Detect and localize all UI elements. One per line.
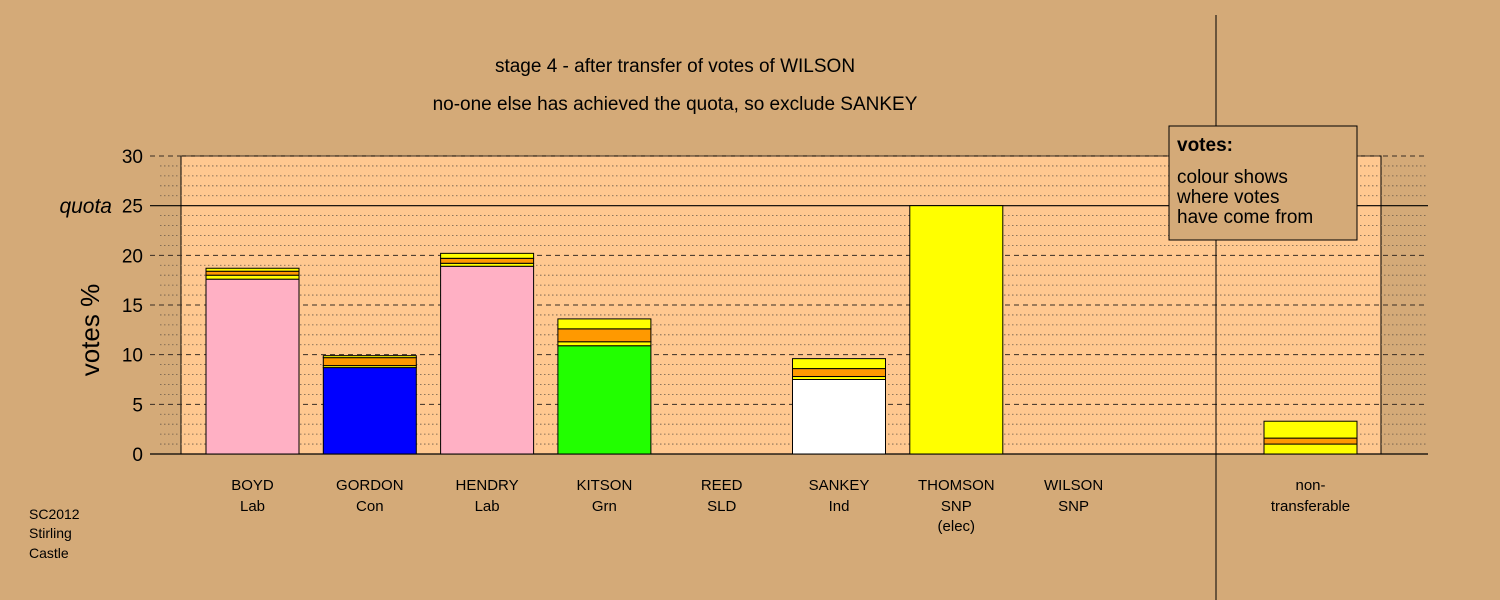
candidate-note-thomson: (elec) [938,518,976,535]
candidate-party-thomson: SNP [941,498,972,515]
bar-nontransferable-segment [1263,443,1358,455]
x-axis: BOYD Lab GORDON Con HENDRY Lab KITSON Grn REED SL… [231,477,1350,535]
candidate-party-gordon: Con [356,498,384,515]
bar-boyd-segment [205,267,300,272]
bar-kitson-segment [557,341,652,347]
legend-line-1: colour shows [1177,167,1288,188]
bar-gordon-segment [322,357,417,367]
bar-boyd-segment [205,270,300,276]
bar-boyd-segment [205,274,300,280]
bar-nontransferable-segment [1263,437,1358,445]
bar-sankey-segment [792,358,886,370]
bar-nontransferable-segment [1263,420,1358,439]
candidate-name-wilson: WILSON [1044,477,1103,494]
chart-subtitle: no-one else has achieved the quota, so e… [433,94,918,115]
bar-hendry-segment [440,252,535,259]
bar-boyd-segment [205,278,300,455]
candidate-name-boyd: BOYD [231,477,274,494]
candidate-name-hendry: HENDRY [456,477,519,494]
y-axis: 0 5 10 15 20 25 30 [122,147,143,466]
legend-box [1168,125,1358,241]
candidate-party-boyd: Lab [240,498,265,515]
bar-hendry-segment [440,265,535,455]
legend-line-2: where votes [1176,187,1279,208]
nontransferable-label-1: non- [1295,477,1325,494]
bar-sankey-segment [792,368,886,378]
quota-label: quota [59,195,112,218]
candidate-name-kitson: KITSON [576,477,632,494]
bar-thomson-segment [909,205,1004,455]
y-tick-label: 15 [122,296,143,317]
source-note-line-1: SC2012 [29,506,80,522]
candidate-party-kitson: Grn [592,498,617,515]
legend: votes: colour shows where votes have com… [1168,125,1358,241]
candidate-party-reed: SLD [707,498,736,515]
bar-sankey-segment [792,379,886,455]
y-tick-label: 30 [122,147,143,168]
source-note-line-2: Stirling [29,525,72,541]
candidate-party-sankey: Ind [829,498,850,515]
source-note-line-3: Castle [29,545,69,561]
candidate-name-gordon: GORDON [336,477,404,494]
bars [205,205,1358,455]
y-tick-label: 0 [132,445,143,466]
bar-gordon-segment [322,355,417,359]
bar-kitson-segment [557,328,652,343]
bar-gordon-segment [322,367,417,455]
legend-line-3: have come from [1177,207,1313,228]
nontransferable-label-2: transferable [1271,498,1350,515]
y-axis-label: votes % [75,284,105,377]
y-tick-label: 20 [122,246,143,267]
y-tick-label: 10 [122,346,143,367]
candidate-name-reed: REED [701,477,743,494]
candidate-party-hendry: Lab [475,498,500,515]
bar-kitson-segment [557,345,652,455]
candidate-party-wilson: SNP [1058,498,1089,515]
y-tick-label: 25 [122,197,143,218]
bar-hendry-segment [440,257,535,264]
legend-heading: votes: [1177,135,1233,156]
candidate-name-sankey: SANKEY [809,477,870,494]
y-tick-label: 5 [132,395,143,416]
chart-title: stage 4 - after transfer of votes of WIL… [495,56,855,77]
candidate-name-thomson: THOMSON [918,477,995,494]
bar-kitson-segment [557,318,652,330]
